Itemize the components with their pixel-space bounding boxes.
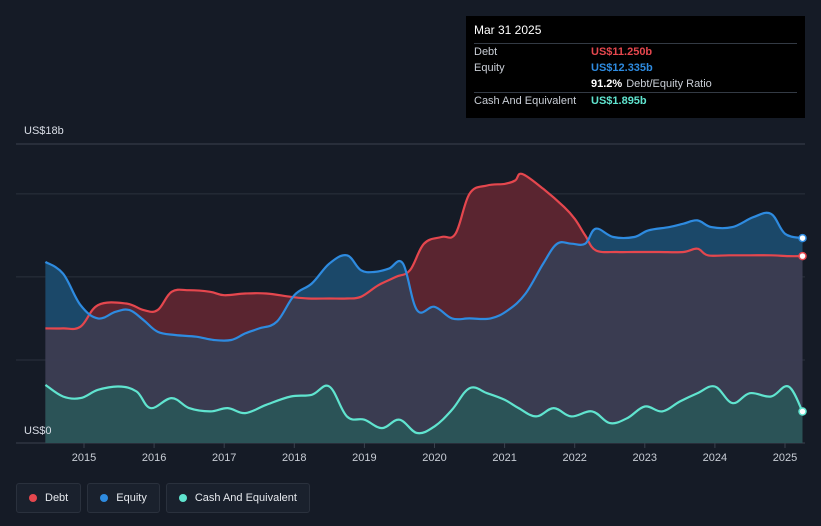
legend-item-debt[interactable]: Debt xyxy=(16,483,82,513)
legend-item-cash[interactable]: Cash And Equivalent xyxy=(165,483,310,513)
tooltip-ratio-label: Debt/Equity Ratio xyxy=(626,78,712,90)
equity-end-marker xyxy=(798,233,807,243)
cash-line xyxy=(44,383,804,435)
tooltip-equity-label: Equity xyxy=(474,62,505,74)
tooltip-date: Mar 31 2025 xyxy=(474,23,542,37)
x-tick-label-2015: 2015 xyxy=(72,452,96,464)
data-tooltip: Mar 31 2025 Debt US$11.250b Equity US$12… xyxy=(466,16,805,118)
legend-label-debt: Debt xyxy=(45,492,69,504)
cash-end-marker xyxy=(798,407,807,416)
legend-dot-debt xyxy=(29,494,37,502)
x-tick-label-2017: 2017 xyxy=(212,452,236,464)
tooltip-cash-value: US$1.895b xyxy=(591,95,647,107)
x-tick-label-2020: 2020 xyxy=(422,452,446,464)
debt-excess-area xyxy=(45,173,803,341)
tooltip-row-equity: Equity US$12.335b xyxy=(474,60,797,76)
legend-label-equity: Equity xyxy=(116,492,147,504)
tooltip-debt-label: Debt xyxy=(474,46,498,58)
tooltip-row-ratio: 91.2% Debt/Equity Ratio xyxy=(474,76,797,92)
chart-legend: Debt Equity Cash And Equivalent xyxy=(16,483,310,513)
tooltip-row-cash: Cash And Equivalent US$1.895b xyxy=(474,92,797,109)
legend-item-equity[interactable]: Equity xyxy=(87,483,160,513)
x-tick-label-2019: 2019 xyxy=(352,452,376,464)
x-tick-label-2018: 2018 xyxy=(282,452,306,464)
legend-dot-equity xyxy=(100,494,109,502)
legend-label-cash: Cash And Equivalent xyxy=(194,492,297,504)
tooltip-cash-label: Cash And Equivalent xyxy=(474,95,577,107)
cash-area xyxy=(45,384,803,443)
debt-end-marker xyxy=(798,251,807,261)
tooltip-equity-value: US$12.335b xyxy=(591,62,653,74)
tooltip-debt-value: US$11.250b xyxy=(591,46,653,58)
x-tick-label-2016: 2016 xyxy=(142,452,166,464)
tooltip-ratio-value: 91.2% xyxy=(591,78,623,90)
legend-dot-cash xyxy=(178,494,187,502)
x-tick-label-2021: 2021 xyxy=(492,452,516,464)
y-tick-label-top: US$18b xyxy=(24,125,64,137)
y-tick-label-bottom: US$0 xyxy=(24,425,52,437)
debt-line xyxy=(45,172,803,331)
x-tick-label-2024: 2024 xyxy=(703,452,727,464)
equity-area-base xyxy=(45,212,803,443)
equity-line xyxy=(44,211,803,342)
x-tick-label-2022: 2022 xyxy=(562,452,586,464)
tooltip-row-debt: Debt US$11.250b xyxy=(474,43,797,60)
x-tick-label-2025: 2025 xyxy=(773,452,797,464)
x-tick-label-2023: 2023 xyxy=(633,452,657,464)
